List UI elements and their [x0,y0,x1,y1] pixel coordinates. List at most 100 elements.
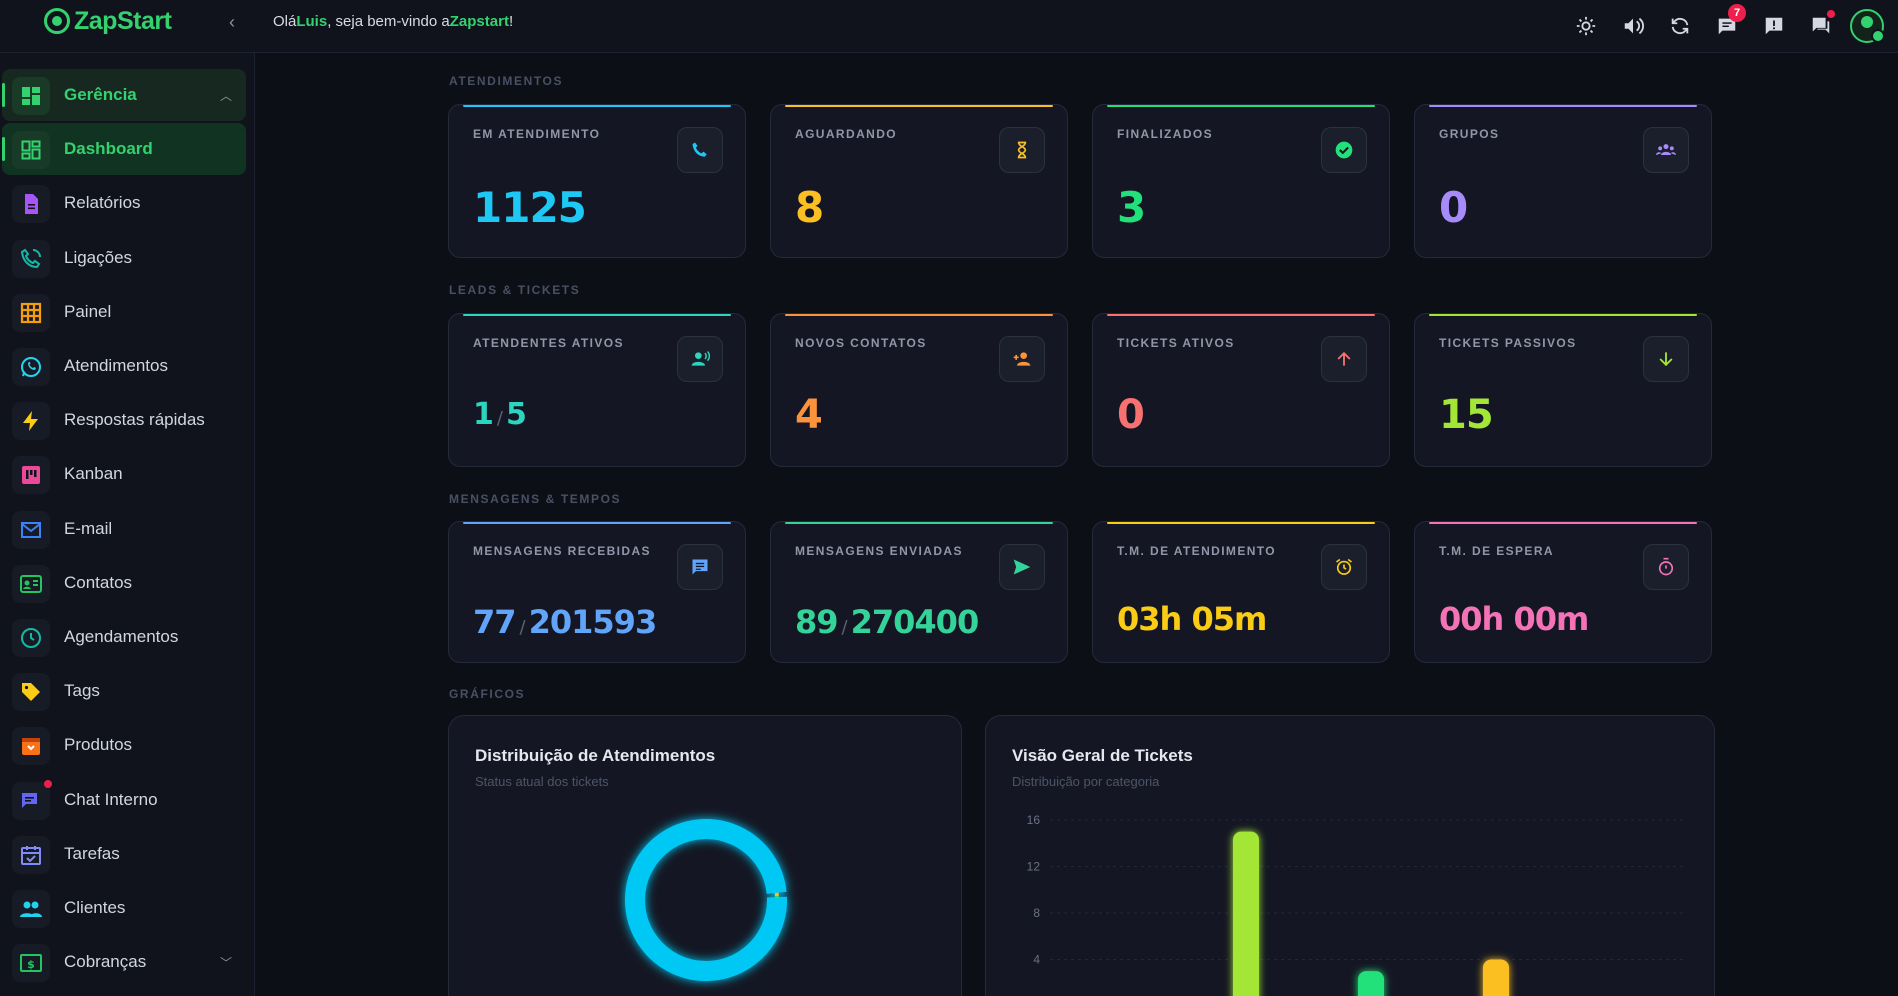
avatar[interactable] [1850,9,1885,43]
stat-value: 0 [1117,392,1145,438]
stat-title: T.M. DE ATENDIMENTO [1117,544,1277,558]
messages-icon[interactable]: 7 [1703,4,1750,46]
sidebar-item-label: Kanban [64,464,123,484]
welcome-suffix: ! [508,13,514,30]
sidebar-item-ligacoes[interactable]: Ligações [2,232,246,284]
kanban-icon [12,456,50,495]
tag-icon [12,673,50,712]
card-accent-line [463,105,731,107]
brand-name: ZapStart [74,6,172,35]
sidebar-item-tags[interactable]: Tags [2,665,246,717]
stat-title: NOVOS CONTATOS [795,336,927,350]
billing-icon: $ [12,944,50,983]
welcome-prefix: Olá [273,13,297,30]
stat-value: 4 [795,392,823,438]
chat-notification-dot [1827,10,1835,18]
sidebar-item-kanban[interactable]: Kanban [2,448,246,500]
alert-icon[interactable] [1750,6,1797,46]
sidebar-item-label: Gerência [64,85,137,104]
stat-title: TICKETS ATIVOS [1117,336,1235,350]
donut-chart-title: Distribuição de Atendimentos [475,746,716,765]
sidebar-item-clientes[interactable]: Clientes [2,882,246,934]
brightness-icon[interactable] [1562,6,1609,46]
y-tick-label: 12 [1027,860,1041,874]
sidebar-item-chat-interno[interactable]: Chat Interno [2,774,246,826]
stat-card-em-atendimento: EM ATENDIMENTO 1125 [448,104,746,258]
sidebar-item-respostas-rapidas[interactable]: Respostas rápidas [2,394,246,446]
card-accent-line [1429,105,1697,107]
sidebar-item-e-mail[interactable]: E-mail [2,503,246,555]
stat-title: T.M. DE ESPERA [1439,544,1554,558]
sidebar-item-label: Dashboard [64,139,153,159]
card-accent-line [1107,522,1375,524]
sidebar-item-atendimentos[interactable]: Atendimentos [2,340,246,392]
sidebar-item-agendamentos[interactable]: Agendamentos [2,611,246,663]
stat-title: MENSAGENS ENVIADAS [795,544,963,558]
brand-logo[interactable]: ZapStart [44,6,172,36]
volume-icon[interactable] [1609,6,1656,46]
arrow-down-icon [1643,336,1689,382]
section-title-graficos: GRÁFICOS [449,687,526,701]
chat-icon[interactable] [1797,6,1844,46]
sidebar-item-painel[interactable]: Painel [2,286,246,338]
product-icon [12,727,50,766]
contacts-icon [12,564,50,603]
sidebar-item-label: Chat Interno [64,789,158,809]
grid-icon [12,293,50,332]
sidebar-item-produtos[interactable]: Produtos [2,719,246,771]
sidebar-item-label: E-mail [64,518,113,538]
chat-internal-icon [12,781,50,820]
chevron-up-icon[interactable]: ︿ [219,88,232,103]
card-accent-line [785,314,1053,316]
phone-call-icon [12,239,50,278]
clock-icon [12,619,50,657]
sidebar-item-label: Cobranças [64,952,147,972]
stat-value-current: 1 [473,397,494,432]
sidebar-item-dashboard[interactable]: Dashboard [2,123,246,176]
stat-value-separator: / [496,408,503,429]
stat-value: 3 [1117,183,1146,232]
dashboard-group-icon [12,77,50,115]
stat-value: 1/5 [473,397,527,432]
welcome-app: Zapstart [449,13,509,30]
stat-card-tickets-passivos: TICKETS PASSIVOS 15 [1414,313,1712,467]
sidebar-item-tarefas[interactable]: Tarefas [2,828,246,880]
stat-title: TICKETS PASSIVOS [1439,336,1577,350]
calendar-check-icon [12,835,50,874]
stat-value-separator: / [841,617,848,638]
stat-title: MENSAGENS RECEBIDAS [473,544,651,558]
stat-title: ATENDENTES ATIVOS [473,336,624,350]
sidebar-item-gerencia[interactable]: Gerência ︿ [2,69,246,121]
card-accent-line [1429,314,1697,316]
sidebar-item-cobrancas[interactable]: $ Cobranças ﹀ [2,936,246,988]
donut-chart-subtitle: Status atual dos tickets [475,774,609,789]
bar-1[interactable] [1358,971,1384,996]
sidebar-item-relatorios[interactable]: Relatórios [2,177,246,229]
stat-value: 03h 05m [1117,600,1267,638]
sidebar-item-label: Contatos [64,572,133,592]
card-accent-line [1107,314,1375,316]
bar-2[interactable] [1483,959,1509,996]
send-icon [999,544,1045,590]
collapse-sidebar-button[interactable]: ‹ [229,12,235,32]
stat-value: 00h 00m [1439,600,1589,638]
donut-slice-0[interactable] [625,819,787,981]
sidebar-item-contatos[interactable]: Contatos [2,557,246,609]
tickets-chart-card: Visão Geral de Tickets Distribuição por … [985,715,1715,996]
stat-title: AGUARDANDO [795,127,897,141]
distribution-chart-card: Distribuição de Atendimentos Status atua… [448,715,962,996]
y-tick-label: 16 [1027,813,1041,827]
bar-chart: 0481216 [1027,813,1686,996]
bar-0[interactable] [1233,831,1259,996]
stat-card-finalizados: FINALIZADOS 3 [1092,104,1390,258]
welcome-mid: , seja bem-vindo a [327,13,450,30]
stat-value: 0 [1439,183,1468,232]
refresh-icon[interactable] [1656,6,1703,46]
dashboard-icon [12,131,50,170]
header-actions: 7 [1562,4,1885,46]
stat-value-total: 5 [505,397,527,432]
stat-value-separator: / [519,617,526,638]
chevron-down-icon[interactable]: ﹀ [219,955,232,970]
sidebar-item-label: Produtos [64,735,133,755]
stat-value-total: 201593 [528,603,658,641]
